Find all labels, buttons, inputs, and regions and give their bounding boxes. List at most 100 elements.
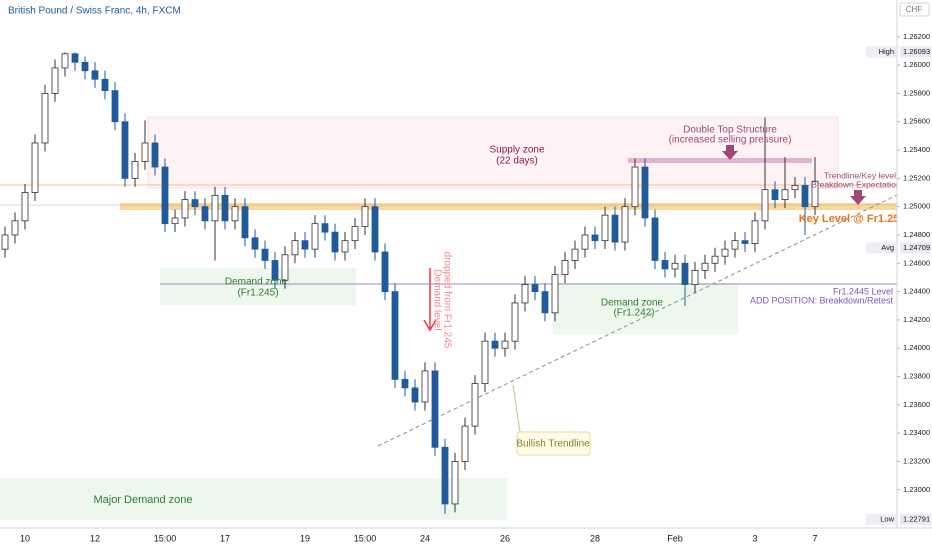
price-badge [900, 242, 931, 254]
currency-box [899, 2, 930, 17]
candle-body [161, 166, 169, 225]
price-badge-tag [866, 513, 896, 525]
annotation: Fr1.2445 Level [833, 286, 893, 296]
candle-body [311, 223, 319, 250]
annotation: (Fr1.245) [237, 288, 278, 299]
callout-pointer [512, 384, 521, 433]
candle-body [241, 206, 249, 239]
callout-box [516, 431, 591, 456]
arrow [850, 190, 866, 205]
candle-body [101, 78, 109, 91]
candle-body [691, 269, 699, 285]
candle-body [371, 206, 379, 253]
x-tick-label: 15:00 [154, 533, 177, 543]
arrow-head [423, 319, 437, 332]
y-tick-label: 1.24600 [903, 258, 930, 267]
candle-body [41, 93, 49, 144]
candle-body [451, 461, 459, 505]
candle-body [621, 206, 629, 243]
annotation: Key Level @ Fr1.25 [799, 213, 900, 225]
demand-zone [160, 268, 356, 305]
candle-body [711, 255, 719, 264]
annotation: Demand zone [225, 277, 288, 288]
candle-body [641, 166, 649, 219]
candle-body [501, 340, 509, 349]
candle-body [801, 185, 809, 208]
x-tick-label: 24 [420, 533, 430, 543]
x-tick-label: 26 [500, 533, 510, 543]
candle-body [481, 340, 489, 385]
candle-body [91, 70, 99, 80]
y-tick-label: 1.25400 [903, 145, 930, 154]
candle-body [331, 231, 339, 253]
candle-body [1, 234, 9, 250]
price-badge [900, 46, 931, 58]
candle-body [181, 199, 189, 219]
supply-zone [147, 116, 839, 189]
annotation: Demand zone [601, 298, 664, 309]
candle-body [771, 189, 779, 200]
key-level-band [120, 203, 897, 210]
major-demand-zone [0, 478, 507, 520]
candle-body [151, 142, 159, 168]
x-tick-label: 3 [752, 533, 757, 543]
candle-body [651, 217, 659, 261]
price-badge-name: Low [880, 514, 894, 523]
candle-body [531, 284, 539, 293]
trendline [377, 194, 898, 447]
annotation: Bullish Trendline [516, 439, 590, 450]
candle-body [341, 240, 349, 253]
y-tick-label: 1.26000 [903, 60, 930, 69]
candle-body [81, 61, 89, 72]
candle-body [561, 260, 569, 276]
price-badge-name: Avg [881, 243, 894, 252]
candle-body [321, 223, 329, 233]
y-tick-label: 1.25800 [903, 88, 930, 97]
candle-body [191, 199, 199, 208]
candle-body [251, 237, 259, 250]
candle-body [731, 240, 739, 250]
candle-body [631, 166, 639, 208]
candle-body [211, 194, 219, 222]
annotation: Major Demand zone [93, 494, 192, 506]
candle-body [761, 189, 769, 222]
candle-body [571, 248, 579, 261]
x-tick-label: 15:00 [354, 533, 377, 543]
candle-body [411, 387, 419, 403]
price-badge-name: High [879, 47, 894, 56]
y-tick-label: 1.26200 [903, 32, 930, 41]
price-badge [900, 513, 931, 525]
candle-body [601, 214, 609, 242]
y-tick-label: 1.23800 [903, 372, 930, 381]
candle-body [791, 185, 799, 191]
candle-body [281, 254, 289, 281]
candle-body [581, 234, 589, 250]
demand-zone [553, 283, 738, 334]
price-axis [897, 0, 932, 550]
annotation: Double Top Structure [683, 125, 777, 136]
candle-body [521, 284, 529, 304]
y-tick-label: 1.25000 [903, 202, 930, 211]
candle-body [811, 180, 819, 208]
candle-body [751, 220, 759, 244]
annotation: Demand level [431, 269, 442, 330]
price-badge-tag [866, 242, 896, 254]
candle-body [721, 248, 729, 257]
annotation: dropped from Fr1.245 [441, 252, 452, 349]
price-badge-value: 1.22791 [903, 514, 930, 523]
price-badge-value: 1.24709 [903, 243, 930, 252]
candle-body [231, 206, 239, 222]
candle-body [61, 53, 69, 69]
candle-body [591, 234, 599, 242]
x-tick-label: 28 [590, 533, 600, 543]
candle-body [171, 217, 179, 225]
candle-body [201, 206, 209, 222]
candle-body [781, 189, 789, 200]
candle-body [31, 142, 39, 193]
candle-body [431, 370, 439, 448]
candle-body [441, 446, 449, 505]
x-tick-label: 19 [300, 533, 310, 543]
annotation: (22 days) [496, 156, 538, 167]
candle-body [71, 53, 79, 63]
